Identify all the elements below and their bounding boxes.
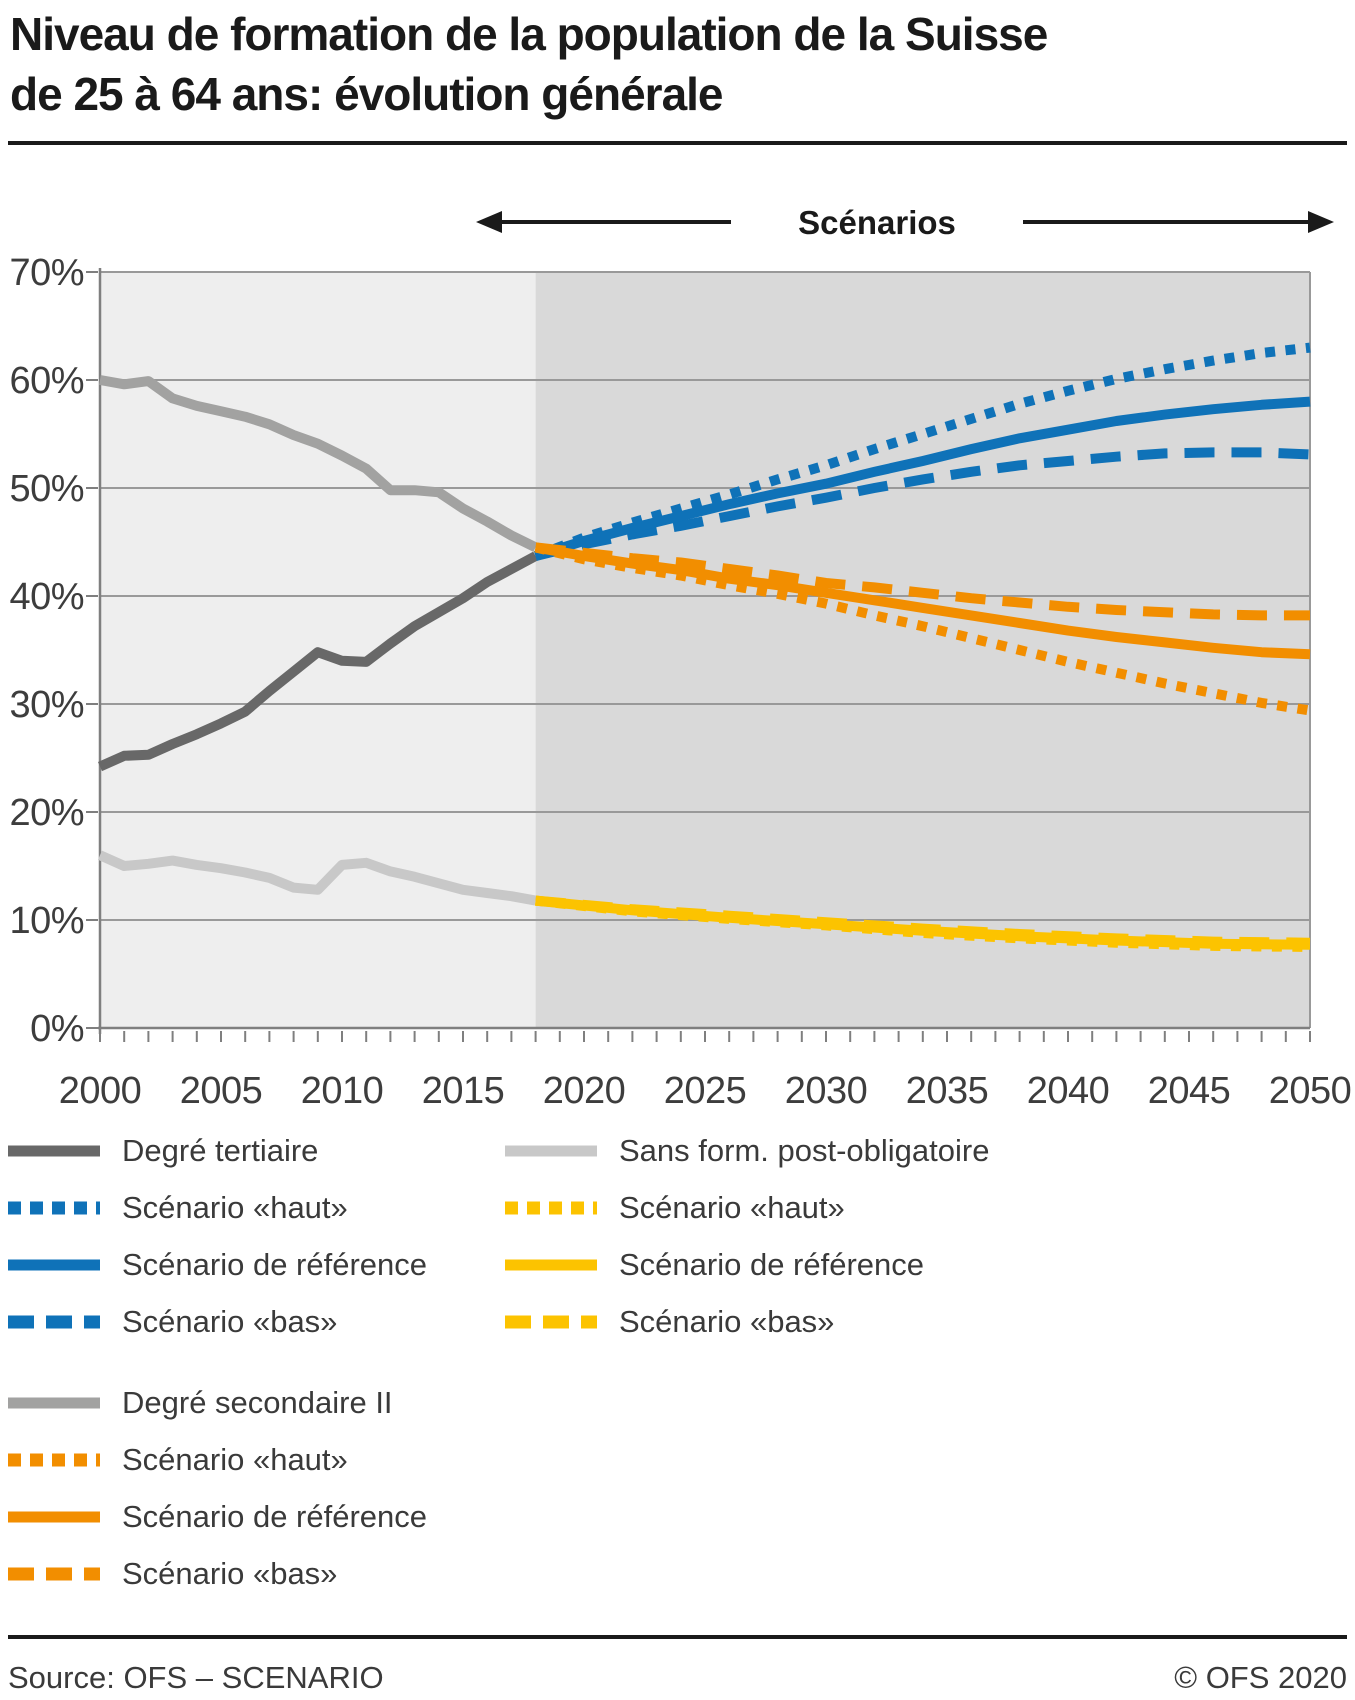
- footer-divider: [8, 1635, 1347, 1639]
- legend-item: Scénario «haut»: [505, 1179, 989, 1236]
- scenario-arrow-right-head: [1308, 211, 1334, 233]
- series-secondaire-bas: [535, 542, 1310, 621]
- legend-label: Scénario «haut»: [122, 1441, 348, 1477]
- legend-item: Degré secondaire II: [8, 1374, 427, 1431]
- y-tick-label-10: 10%: [9, 900, 84, 942]
- legend-item: Scénario de référence: [505, 1236, 989, 1293]
- scenarios-label: Scénarios: [798, 204, 956, 241]
- source-note: Source: OFS – SCENARIO: [8, 1660, 384, 1695]
- legend-item: Scénario «haut»: [8, 1179, 427, 1236]
- series-sans-formation-reference: [535, 895, 1311, 950]
- legend-item: Degré tertiaire: [8, 1122, 427, 1179]
- y-tick-label-30: 30%: [9, 684, 84, 726]
- legend-label: Scénario «haut»: [619, 1189, 845, 1225]
- legend-item: Scénario «bas»: [505, 1293, 989, 1350]
- series-degre-secondaire-ii: [99, 375, 538, 552]
- plot-background-scenario: [535, 272, 1310, 1028]
- x-tick-label-2015: 2015: [422, 1070, 505, 1112]
- legend-swatch-solid: [8, 1511, 100, 1522]
- legend-label: Scénario «haut»: [122, 1189, 348, 1225]
- y-tick-label-20: 20%: [9, 792, 84, 834]
- legend-left-column: Degré tertiaire Scénario «haut» Scénario d…: [8, 1122, 427, 1602]
- copyright-note: © OFS 2020: [1174, 1660, 1347, 1695]
- legend-swatch-solid: [505, 1145, 597, 1156]
- series-secondaire-reference: [534, 542, 1311, 660]
- x-tick-label-2030: 2030: [785, 1070, 868, 1112]
- x-tick-label-2010: 2010: [301, 1070, 384, 1112]
- series-tertiaire-reference: [534, 396, 1311, 561]
- legend-swatch-dashed: [8, 1567, 100, 1580]
- title-divider: [8, 141, 1347, 145]
- y-tick-label-50: 50%: [9, 468, 84, 510]
- legend-swatch-dashed: [505, 1315, 597, 1328]
- legend-swatch-dotted: [505, 1201, 597, 1214]
- y-tick-label-60: 60%: [9, 360, 84, 402]
- legend-item: Scénario «bas»: [8, 1293, 427, 1350]
- legend-swatch-dotted: [8, 1453, 100, 1466]
- series-tertiaire-bas: [534, 447, 1311, 561]
- page-title: Niveau de formation de la population de …: [10, 4, 1048, 124]
- x-tick-label-2035: 2035: [906, 1070, 989, 1112]
- title-line-1: Niveau de formation de la population de …: [10, 8, 1048, 60]
- legend-label: Degré tertiaire: [122, 1132, 319, 1168]
- legend-swatch-solid: [8, 1259, 100, 1270]
- legend-label: Scénario «bas»: [619, 1303, 835, 1339]
- legend-item: Scénario de référence: [8, 1236, 427, 1293]
- legend-item: Scénario «bas»: [8, 1545, 427, 1602]
- legend-right-column: Sans form. post-obligatoire Scénario «hau…: [505, 1122, 989, 1350]
- legend-swatch-solid: [505, 1259, 597, 1270]
- legend-label: Scénario de référence: [619, 1246, 925, 1282]
- legend-swatch-solid: [8, 1145, 100, 1156]
- legend-label: Scénario «bas»: [122, 1303, 338, 1339]
- legend-item: Sans form. post-obligatoire: [505, 1122, 989, 1179]
- legend-item: Scénario de référence: [8, 1488, 427, 1545]
- x-tick-label-2005: 2005: [180, 1070, 263, 1112]
- legend-swatch-dashed: [8, 1315, 100, 1328]
- x-tick-label-2045: 2045: [1148, 1070, 1231, 1112]
- x-tick-label-2020: 2020: [543, 1070, 626, 1112]
- y-tick-label-40: 40%: [9, 576, 84, 618]
- x-tick-label-2050: 2050: [1269, 1070, 1352, 1112]
- y-tick-label-70: 70%: [9, 252, 84, 294]
- legend-label: Scénario de référence: [122, 1246, 428, 1282]
- scenario-arrow-left-head: [476, 211, 502, 233]
- legend-label: Scénario «bas»: [122, 1555, 338, 1591]
- legend-swatch-solid: [8, 1397, 100, 1408]
- legend-label: Scénario de référence: [122, 1498, 428, 1534]
- x-tick-label-2040: 2040: [1027, 1070, 1110, 1112]
- legend-swatch-dotted: [8, 1201, 100, 1214]
- legend-label: Degré secondaire II: [122, 1384, 393, 1420]
- title-line-2: de 25 à 64 ans: évolution générale: [10, 68, 724, 120]
- x-tick-label-2025: 2025: [664, 1070, 747, 1112]
- y-tick-label-0: 0%: [30, 1008, 84, 1050]
- series-sans-formation: [97, 850, 537, 906]
- x-tick-label-2000: 2000: [59, 1070, 142, 1112]
- series-degre-tertiaire: [97, 551, 538, 772]
- legend-label: Sans form. post-obligatoire: [619, 1132, 990, 1168]
- legend-item: Scénario «haut»: [8, 1431, 427, 1488]
